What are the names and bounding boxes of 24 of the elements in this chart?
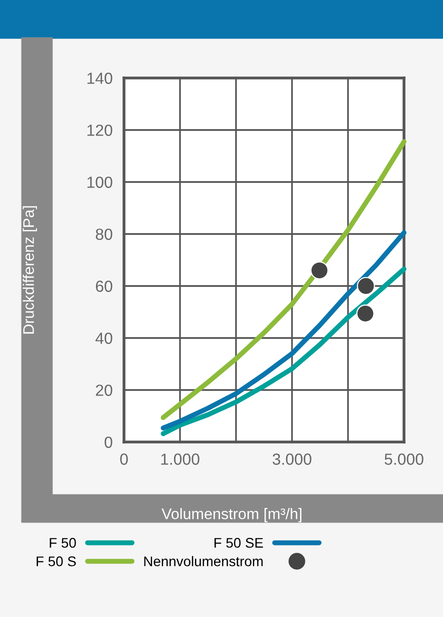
legend-label: F 50 S [36,556,76,566]
x-tick-label: 0 [120,454,128,465]
point [356,276,375,296]
point [356,304,374,323]
y-tick-label: 60 [96,280,112,292]
x-tick-label: 3.000 [272,454,312,465]
x-tick-label: 1.000 [161,454,200,465]
y-tick-label: 80 [96,228,112,240]
x-tick-label: 5.000 [384,454,424,465]
point [310,261,328,280]
y-tick-label: 0 [104,436,112,448]
legend-label: Nennvolumenstrom [144,556,263,566]
y-axis-title: Druckdifferenz [Pa] [22,206,37,334]
y-tick-label: 20 [96,384,112,396]
y-tick-label: 40 [95,332,112,344]
line-series [160,139,406,420]
legend-label: F 50 SE [214,538,263,548]
legend-label: F 50 [50,538,76,548]
y-tick-label: 120 [87,124,112,136]
y-tick-label: 100 [87,176,112,188]
line-series [160,230,406,430]
y-tick-label: 140 [87,72,112,84]
line-series [160,266,406,436]
x-axis-title: Volumenstrom [m³/h] [162,508,302,522]
